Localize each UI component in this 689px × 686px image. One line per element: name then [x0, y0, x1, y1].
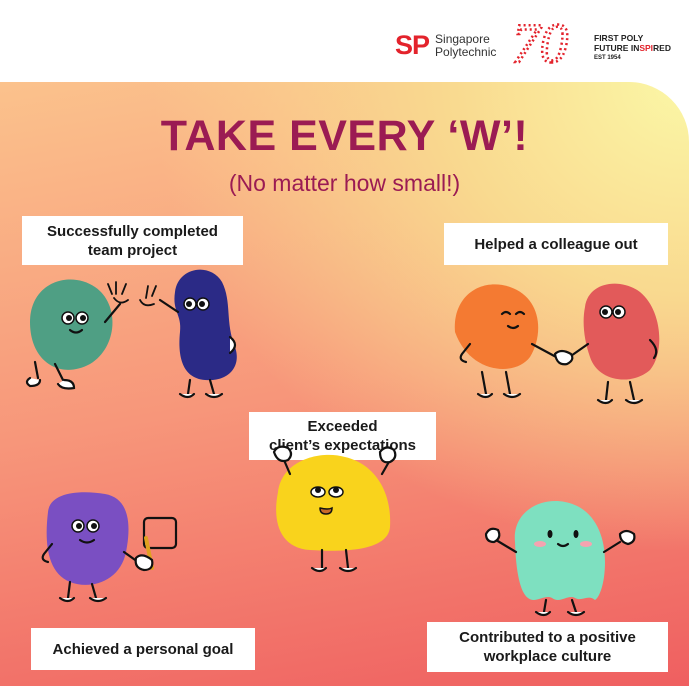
checkbox-icon [142, 516, 178, 550]
tagline-line2-b: SPI [639, 43, 654, 53]
tagline: FIRST POLY FUTURE INSPIRED EST 1954 [594, 33, 671, 63]
yellow-character [276, 454, 391, 551]
navy-character [174, 269, 237, 381]
tagline-line1: FIRST POLY [594, 33, 644, 43]
eye-icon [573, 530, 579, 538]
poster: TAKE EVERY ‘W’! (No matter how small!) S… [0, 82, 689, 686]
tagline-line2-a: FUTURE IN [594, 43, 640, 53]
poster-subtitle: (No matter how small!) [228, 170, 461, 196]
character-illustrations [25, 269, 660, 617]
eye-icon [547, 530, 553, 538]
green-character [30, 279, 113, 370]
coral-character [583, 283, 660, 380]
sp-logo: SP Singapore Polytechnic [395, 30, 496, 61]
label-helped-colleague: Helped a colleague out [444, 223, 668, 265]
label-workplace-culture: Contributed to a positive workplace cult… [427, 622, 668, 672]
sp-logo-name: Singapore Polytechnic [435, 31, 497, 59]
tagline-line2-c: RED [653, 43, 671, 53]
poster-title: TAKE EVERY ‘W’! [160, 112, 529, 160]
orange-character [454, 284, 539, 369]
label-personal-goal: Achieved a personal goal [31, 628, 255, 670]
tagline-line2: FUTURE INSPIRED [594, 43, 671, 53]
label-team-project: Successfully completed team project [22, 216, 243, 265]
anniversary-number: 70 [512, 13, 568, 75]
sp-logo-mark: SP [395, 30, 430, 60]
tagline-line3: EST 1954 [594, 55, 621, 61]
mint-character [514, 501, 605, 600]
header: SP Singapore Polytechnic 70 FIRST POLY F… [0, 0, 689, 82]
purple-character [46, 492, 129, 585]
anniversary-70-logo: 70 [512, 12, 569, 76]
label-client-expectations: Exceeded client’s expectations [249, 412, 436, 460]
